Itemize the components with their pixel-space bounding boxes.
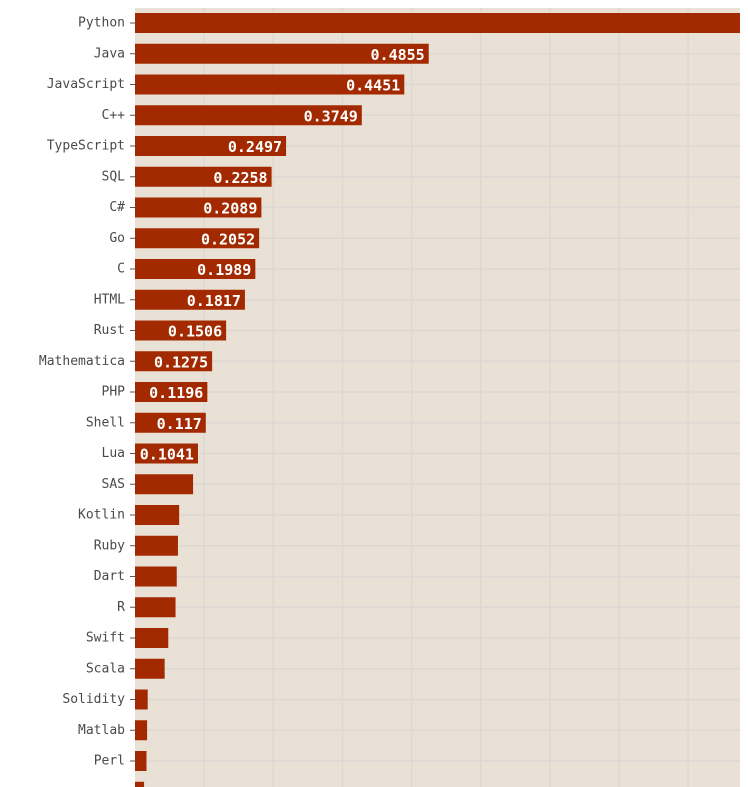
- bar: [135, 105, 362, 126]
- category-label: HTML: [94, 292, 125, 307]
- bars: [135, 13, 740, 787]
- value-label: 0.117: [157, 415, 202, 433]
- category-label: Kotlin: [78, 508, 125, 523]
- bar: [135, 658, 165, 679]
- bar: [135, 320, 227, 341]
- value-label: 0.4855: [371, 46, 425, 64]
- category-label: C: [117, 262, 125, 277]
- bar: [135, 443, 198, 464]
- bar: [135, 74, 405, 95]
- category-label: Lua: [102, 446, 125, 461]
- category-label: Scala: [86, 661, 125, 676]
- category-label: SQL: [102, 169, 126, 184]
- category-label: Rust: [94, 323, 125, 338]
- bar: [135, 197, 262, 218]
- category-label: PHP: [102, 385, 126, 400]
- category-label: Ruby: [94, 538, 125, 553]
- category-label: SAS: [102, 477, 125, 492]
- bar: [135, 166, 272, 187]
- bar: [135, 259, 256, 279]
- category-label: Perl: [94, 754, 125, 769]
- category-label: C#: [109, 200, 125, 215]
- value-label: 0.3749: [304, 107, 358, 125]
- bar: [135, 720, 148, 741]
- bar: [135, 228, 260, 249]
- bar: [135, 351, 213, 372]
- category-label: Python: [78, 16, 125, 31]
- category-label: C++: [102, 108, 126, 123]
- bar: [135, 597, 176, 618]
- category-label: Java: [94, 46, 125, 61]
- category-label: Go: [109, 231, 125, 246]
- category-labels: Python Java JavaScript C++ TypeScript SQL C# Go…: [39, 16, 125, 769]
- bar: [135, 474, 194, 495]
- bar: [135, 689, 148, 710]
- bar: [135, 382, 208, 402]
- value-labels: 0.4855 0.4451 0.3749 0.2497 0.2258 0.2089 0.20…: [140, 46, 425, 464]
- value-label: 0.2089: [203, 200, 257, 218]
- bar: [135, 535, 178, 556]
- value-label: 0.1989: [197, 261, 251, 279]
- category-label: JavaScript: [47, 77, 125, 92]
- bar: [135, 13, 740, 33]
- value-label: 0.1196: [149, 384, 203, 402]
- category-label: R: [117, 600, 125, 615]
- category-label: Shell: [86, 415, 125, 430]
- category-label: Mathematica: [39, 354, 125, 369]
- category-label: TypeScript: [47, 139, 125, 154]
- bar: [135, 628, 169, 648]
- bar: [135, 43, 429, 64]
- bar: [135, 566, 177, 587]
- bar: [135, 781, 145, 787]
- category-label: Solidity: [62, 692, 125, 707]
- value-label: 0.2052: [201, 230, 255, 248]
- value-label: 0.1041: [140, 446, 194, 464]
- value-label: 0.4451: [346, 77, 400, 95]
- category-label: Swift: [86, 631, 125, 646]
- category-label: Dart: [94, 569, 125, 584]
- bar: [135, 412, 206, 433]
- bar: [135, 751, 147, 771]
- value-label: 0.2258: [213, 169, 267, 187]
- value-label: 0.2497: [228, 138, 282, 156]
- category-label: Matlab: [78, 723, 125, 738]
- bar: [135, 289, 245, 310]
- value-label: 0.1275: [154, 353, 208, 371]
- bar: [135, 136, 287, 156]
- bar: [135, 505, 180, 525]
- value-label: 0.1506: [168, 323, 222, 341]
- value-label: 0.1817: [187, 292, 241, 310]
